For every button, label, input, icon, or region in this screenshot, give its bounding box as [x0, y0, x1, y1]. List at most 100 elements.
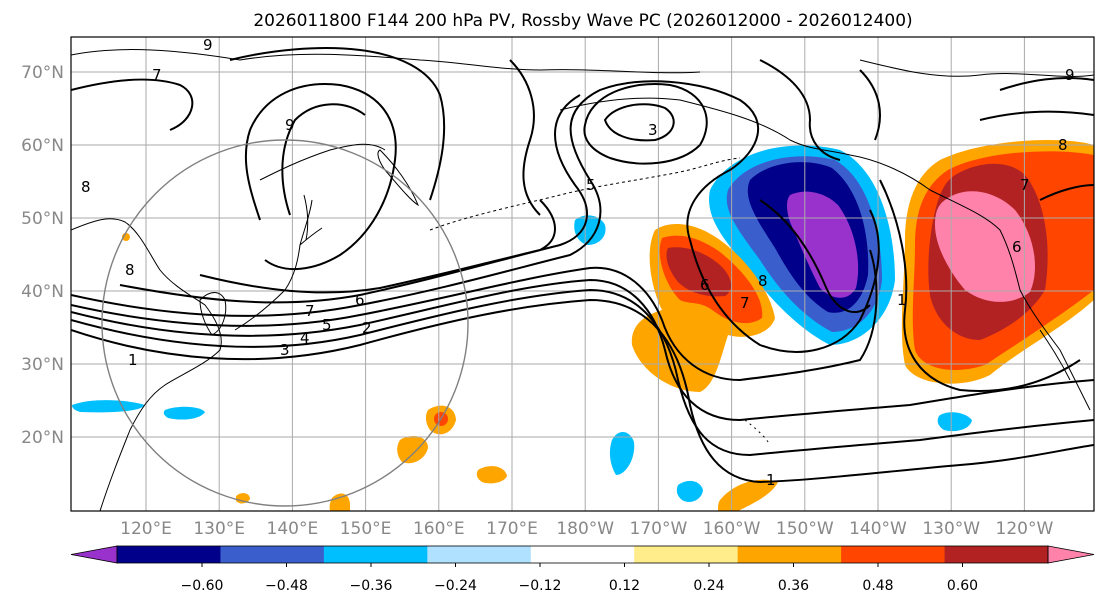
lon-label: 130°W	[922, 519, 980, 539]
contour-label: 6	[700, 276, 710, 294]
lon-label: 170°W	[630, 519, 688, 539]
negative-patch-west	[72, 400, 145, 413]
contour-labels: 1 2 3 4 5 6 7 8 9 5 3 6 7 8 1 7 6 1 9 8	[81, 37, 1075, 489]
pv-contour-1	[71, 298, 1094, 484]
figure-title: 2026011800 F144 200 hPa PV, Rossby Wave …	[253, 11, 912, 31]
negative-patch-135w	[937, 412, 972, 432]
pv-contour-east-1	[1039, 184, 1094, 201]
coastline-okhotsk	[259, 143, 386, 181]
coastline-baja	[1039, 329, 1071, 381]
lon-label: 150°W	[776, 519, 834, 539]
negative-patch-165w	[609, 431, 635, 475]
colorbar-swatch	[117, 546, 221, 563]
lon-label: 120°W	[996, 519, 1054, 539]
pv-contour-7	[199, 199, 556, 294]
colorbar-tick-label: 0.60	[947, 578, 978, 594]
lon-label: 150°E	[340, 519, 392, 539]
colorbar-swatch	[841, 546, 946, 563]
lon-label: 120°E	[120, 519, 172, 539]
coastline-siberia	[71, 49, 701, 74]
latitude-labels: 70°N 60°N 50°N 40°N 30°N 20°N	[21, 63, 64, 448]
colorbar-tick-label: −0.24	[434, 578, 477, 594]
colorbar-tick-label: −0.48	[265, 578, 308, 594]
longitude-labels: 120°E 130°E 140°E 150°E 160°E 170°E 180°W 170°W…	[120, 519, 1053, 539]
coastline-hawaii	[744, 419, 771, 446]
contour-label: 5	[586, 176, 596, 194]
colorbar: −0.60 −0.48 −0.36 −0.24 −0.12 0.12 0.24 0.36 0.4…	[70, 545, 1095, 594]
lat-label: 70°N	[21, 63, 64, 83]
map-content: 1 2 3 4 5 6 7 8 9 5 3 6 7 8 1 7 6 1 9 8	[71, 37, 1094, 511]
contour-label: 7	[740, 294, 750, 312]
lat-label: 30°N	[21, 355, 64, 375]
pv-contour-ridge-east	[879, 179, 1081, 392]
contour-label: 3	[648, 121, 658, 139]
colorbar-swatch	[220, 546, 325, 563]
pv-contour-north-1	[71, 78, 194, 131]
colorbar-frame	[116, 545, 1049, 564]
positive-patch-145e	[329, 493, 350, 511]
coastline-alaska	[559, 97, 931, 191]
lon-label: 160°E	[413, 519, 465, 539]
colorbar-swatch	[323, 546, 428, 563]
pv-contour-2	[71, 288, 1094, 457]
pv-contour-4	[71, 249, 878, 382]
contour-label: 1	[897, 291, 907, 309]
positive-patch-160w	[718, 479, 778, 511]
colorbar-tick-label: 0.36	[778, 578, 809, 594]
pv-contour-north-5	[999, 77, 1094, 91]
colorbar-tick-label: 0.12	[609, 578, 640, 594]
coastline-korea	[199, 292, 227, 336]
pv-contour-west-trough-2	[281, 103, 366, 216]
colorbar-swatch	[634, 546, 739, 563]
lon-label: 160°W	[703, 519, 761, 539]
contour-label: 6	[1012, 238, 1022, 256]
colorbar-tick-label: −0.12	[519, 578, 562, 594]
colorbar-swatch	[530, 546, 635, 563]
colorbar-swatch	[427, 546, 532, 563]
contour-label: 7	[1020, 176, 1030, 194]
negative-patch-180	[574, 215, 606, 245]
pv-contour-east-2	[859, 69, 881, 141]
positive-anomaly-east-core	[935, 191, 1035, 302]
lon-label: 180°W	[556, 519, 614, 539]
pv-contour-low-center	[603, 103, 675, 142]
pv-anomaly-shading	[72, 140, 1094, 511]
positive-patch-170e	[476, 466, 507, 484]
contour-label: 8	[758, 272, 768, 290]
colorbar-extend-max	[1047, 545, 1095, 564]
pv-contours	[71, 47, 1094, 484]
coastline-japan	[234, 199, 323, 331]
contour-label: 6	[355, 291, 365, 309]
pv-contour-5	[71, 80, 759, 317]
colorbar-extend-min	[70, 545, 118, 564]
pv-contour-west-trough	[244, 83, 397, 271]
contour-label: 5	[322, 316, 332, 334]
pv-contour-ring-1	[583, 83, 708, 165]
contour-label: 9	[285, 116, 295, 134]
pv-contour-3	[71, 278, 1094, 422]
coastline-kamchatka	[377, 149, 420, 207]
coastline-arctic-canada	[859, 59, 1094, 77]
negative-patch-taiwan	[163, 406, 205, 420]
pv-contour-north-2	[229, 47, 446, 201]
pv-contour-trough-inner	[759, 199, 871, 314]
contour-label: 9	[1065, 66, 1075, 84]
colorbar-tick-label: −0.36	[350, 578, 393, 594]
pv-contour-north-6	[979, 110, 1094, 121]
coastline-aleutians	[429, 157, 741, 231]
range-circle	[101, 139, 469, 507]
contour-label: 7	[152, 66, 162, 84]
lat-label: 50°N	[21, 209, 64, 229]
coastline-sakhalin	[303, 194, 309, 241]
lon-label: 140°E	[267, 519, 319, 539]
lon-label: 140°W	[849, 519, 907, 539]
colorbar-tick-label: −0.60	[181, 578, 224, 594]
contour-label: 8	[81, 178, 91, 196]
pv-contour-ridge-west	[689, 209, 880, 353]
negative-patch-160w	[676, 480, 703, 502]
colorbar-tick-label: 0.48	[862, 578, 893, 594]
contour-label: 3	[280, 341, 290, 359]
map-frame	[70, 36, 1095, 512]
map-panel: 1 2 3 4 5 6 7 8 9 5 3 6 7 8 1 7 6 1 9 8	[70, 36, 1095, 512]
